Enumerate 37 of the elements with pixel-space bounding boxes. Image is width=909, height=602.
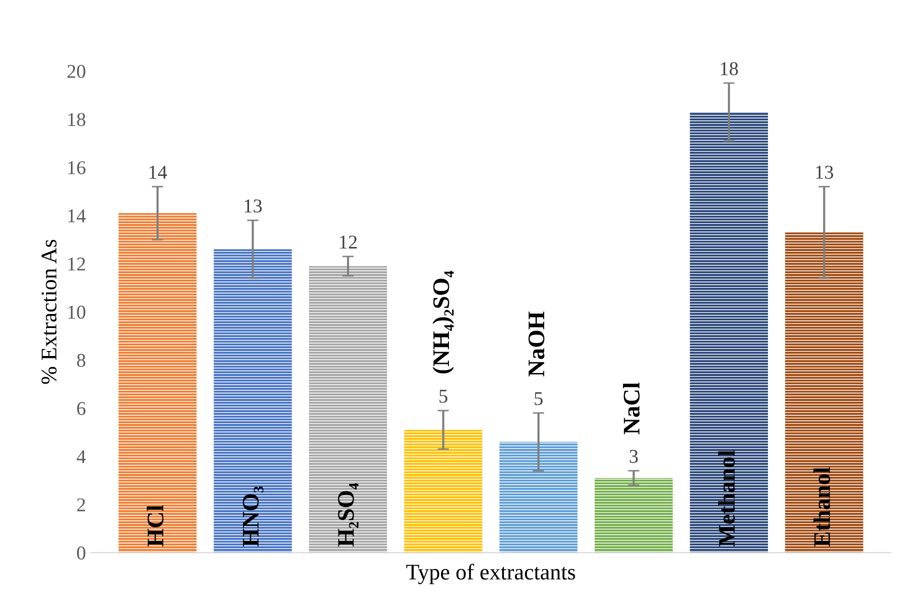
data-label: 12 <box>340 236 357 248</box>
bar <box>499 442 578 553</box>
y-tick-label: 16 <box>68 161 86 174</box>
y-tick-label: 8 <box>77 354 86 367</box>
x-tick-label: H₂SO₄ <box>338 483 358 546</box>
data-label: 13 <box>816 166 834 179</box>
x-tick-label: Ethanol <box>813 467 830 546</box>
data-label: 5 <box>440 390 448 403</box>
x-tick-label: NaCl <box>622 382 640 434</box>
x-axis-title: Type of extractants <box>406 564 576 584</box>
data-label: 5 <box>534 392 543 406</box>
bar <box>785 232 864 553</box>
x-tick-label: (NH₄)₂SO₄ <box>432 270 454 374</box>
bar <box>308 266 388 553</box>
y-tick-label: 0 <box>77 546 86 560</box>
y-axis-title: % Extraction As <box>42 240 57 384</box>
x-tick-label: NaOH <box>528 312 544 376</box>
x-tick-label: HNO₃ <box>242 486 264 546</box>
x-tick-label: Methanol <box>718 450 735 546</box>
data-label: 13 <box>244 199 262 213</box>
y-tick-label: 4 <box>76 450 86 464</box>
bar <box>404 430 482 553</box>
data-label: 18 <box>720 62 738 76</box>
data-label: 3 <box>630 450 638 463</box>
bar <box>690 112 768 553</box>
bar <box>118 213 197 553</box>
x-tick-label: HCl <box>146 505 164 546</box>
bar <box>594 478 673 553</box>
y-tick-label: 2 <box>77 498 85 512</box>
y-tick-label: 14 <box>68 209 86 222</box>
y-tick-label: 12 <box>68 258 85 270</box>
data-label: 14 <box>150 166 167 179</box>
y-tick-label: 18 <box>68 113 86 126</box>
bar <box>214 249 292 553</box>
y-tick-label: 20 <box>67 64 86 78</box>
y-tick-label: 10 <box>68 306 86 319</box>
y-tick-label: 6 <box>77 402 86 416</box>
